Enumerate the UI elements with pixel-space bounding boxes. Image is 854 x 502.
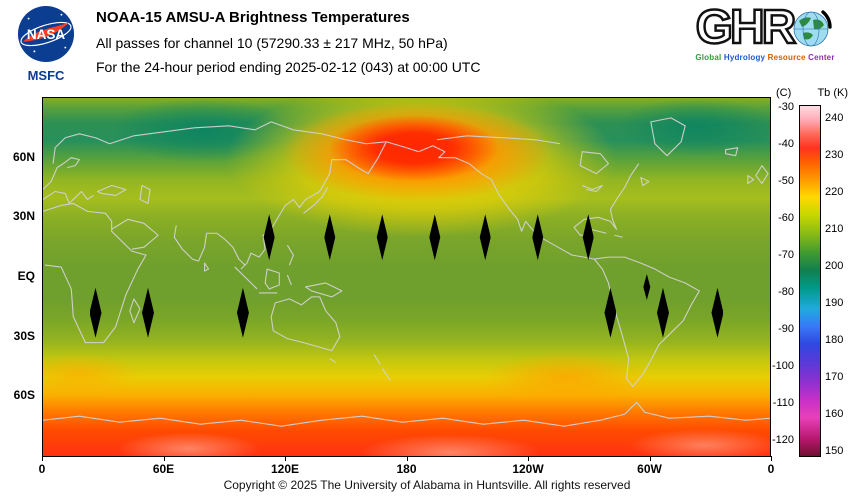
lon-tick-mark bbox=[285, 456, 286, 461]
colorbar-k-tick: 240 bbox=[825, 112, 844, 125]
period-subtitle: For the 24-hour period ending 2025-02-12… bbox=[96, 59, 481, 75]
lat-tick-label: EQ bbox=[17, 269, 35, 283]
colorbar-k-tick: 180 bbox=[825, 334, 844, 347]
colorbar-celsius-title: (C) bbox=[776, 87, 792, 99]
data-gap-diamond bbox=[532, 214, 544, 261]
lat-tick-label: 60S bbox=[13, 388, 35, 403]
page-title: NOAA-15 AMSU-A Brightness Temperatures bbox=[96, 9, 410, 26]
copyright: Copyright © 2025 The University of Alaba… bbox=[223, 478, 631, 492]
channel-subtitle: All passes for channel 10 (57290.33 ± 21… bbox=[96, 35, 448, 51]
lon-tick-mark bbox=[771, 456, 772, 461]
colorbar-c-tick: -110 bbox=[772, 396, 794, 409]
colorbar-c-tick: -40 bbox=[778, 137, 794, 150]
lon-tick-label: 120W bbox=[512, 462, 544, 476]
colorbar-k-tick: 160 bbox=[825, 408, 844, 421]
lat-axis: 60N 30N EQ 30S 60S bbox=[0, 97, 40, 455]
lat-tick-label: 60N bbox=[12, 149, 35, 164]
colorbar-celsius-labels: -30 -40 -50 -60 -70 -80 -90 -100 -110 -120 bbox=[764, 101, 796, 455]
ghrc-logo: GHR Global Hydrology Resource Center bbox=[680, 0, 850, 62]
lon-tick-mark bbox=[649, 456, 651, 461]
data-gap-diamond bbox=[582, 214, 594, 261]
data-gap-diamond bbox=[89, 287, 102, 338]
ghrc-letters: GHR bbox=[694, 0, 797, 55]
ghrc-tagline: Global Hydrology Resource Center bbox=[680, 53, 850, 62]
nasa-meatball-icon: NASA bbox=[17, 5, 75, 63]
colorbar-k-tick: 190 bbox=[825, 297, 844, 310]
colorbar-k-tick: 200 bbox=[825, 260, 844, 273]
colorbar-c-tick: -100 bbox=[771, 359, 794, 372]
colorbar bbox=[799, 105, 821, 457]
coastlines bbox=[43, 117, 770, 427]
data-gap-diamond bbox=[263, 214, 275, 261]
lon-tick-label: 180 bbox=[396, 462, 417, 476]
colorbar-c-tick: -30 bbox=[778, 100, 794, 113]
colorbar-c-tick: -50 bbox=[778, 174, 794, 187]
data-gap-diamond bbox=[376, 214, 388, 261]
data-gap-diamond bbox=[479, 214, 491, 261]
colorbar-c-tick: -70 bbox=[778, 248, 794, 261]
ghrc-tagline-word: Resource bbox=[765, 53, 806, 62]
data-gap-diamond bbox=[604, 287, 617, 338]
ghrc-tagline-word: Center bbox=[805, 53, 835, 62]
lon-axis: 0 60E 120E 180 120W 60W 0 bbox=[38, 456, 774, 480]
map-plot bbox=[42, 97, 771, 457]
colorbar-k-tick: 210 bbox=[825, 223, 844, 236]
colorbar-kelvin-labels: 240 230 220 210 200 190 180 170 160 150 bbox=[823, 105, 853, 458]
data-gap-diamond bbox=[643, 273, 651, 300]
ghrc-tagline-word: Global bbox=[695, 53, 722, 62]
data-gap-diamond bbox=[656, 287, 669, 338]
data-gap-diamond bbox=[429, 214, 441, 261]
colorbar-k-tick: 220 bbox=[825, 186, 844, 199]
data-gap-diamond bbox=[324, 214, 336, 261]
lon-tick-label: 60E bbox=[152, 462, 175, 476]
data-gap-diamond bbox=[236, 287, 249, 338]
lon-tick-mark bbox=[163, 456, 165, 461]
title-block: NOAA-15 AMSU-A Brightness Temperatures A… bbox=[96, 9, 480, 83]
colorbar-kelvin-title: Tb (K) bbox=[817, 87, 848, 99]
lon-tick-label: 120E bbox=[270, 462, 300, 476]
nasa-logo: NASA MSFC bbox=[13, 5, 79, 83]
colorbar-c-tick: -60 bbox=[778, 211, 794, 224]
lon-tick-mark bbox=[42, 456, 43, 461]
colorbar-k-tick: 170 bbox=[825, 371, 844, 384]
lon-tick-mark bbox=[528, 456, 529, 461]
data-gap-diamond bbox=[142, 287, 154, 338]
data-gap-layer bbox=[43, 98, 770, 456]
colorbar-c-tick: -120 bbox=[771, 433, 794, 446]
colorbar-k-tick: 230 bbox=[825, 149, 844, 162]
colorbar-c-tick: -80 bbox=[778, 285, 794, 298]
ghrc-globe-icon bbox=[793, 10, 833, 47]
ghrc-tagline-word: Hydrology bbox=[721, 53, 766, 62]
lon-tick-label: 0 bbox=[767, 462, 775, 476]
lon-tick-label: 60W bbox=[637, 462, 662, 476]
nasa-msfc-label: MSFC bbox=[27, 68, 65, 83]
lon-tick-mark bbox=[406, 456, 408, 461]
colorbar-c-tick: -90 bbox=[778, 322, 794, 335]
nasa-wordmark: NASA bbox=[27, 27, 66, 42]
data-gap-diamond bbox=[711, 287, 724, 338]
lat-tick-label: 30N bbox=[12, 209, 35, 224]
lat-tick-label: 30S bbox=[13, 328, 35, 343]
colorbar-k-tick: 150 bbox=[825, 445, 844, 458]
lon-tick-label: 0 bbox=[38, 462, 46, 476]
